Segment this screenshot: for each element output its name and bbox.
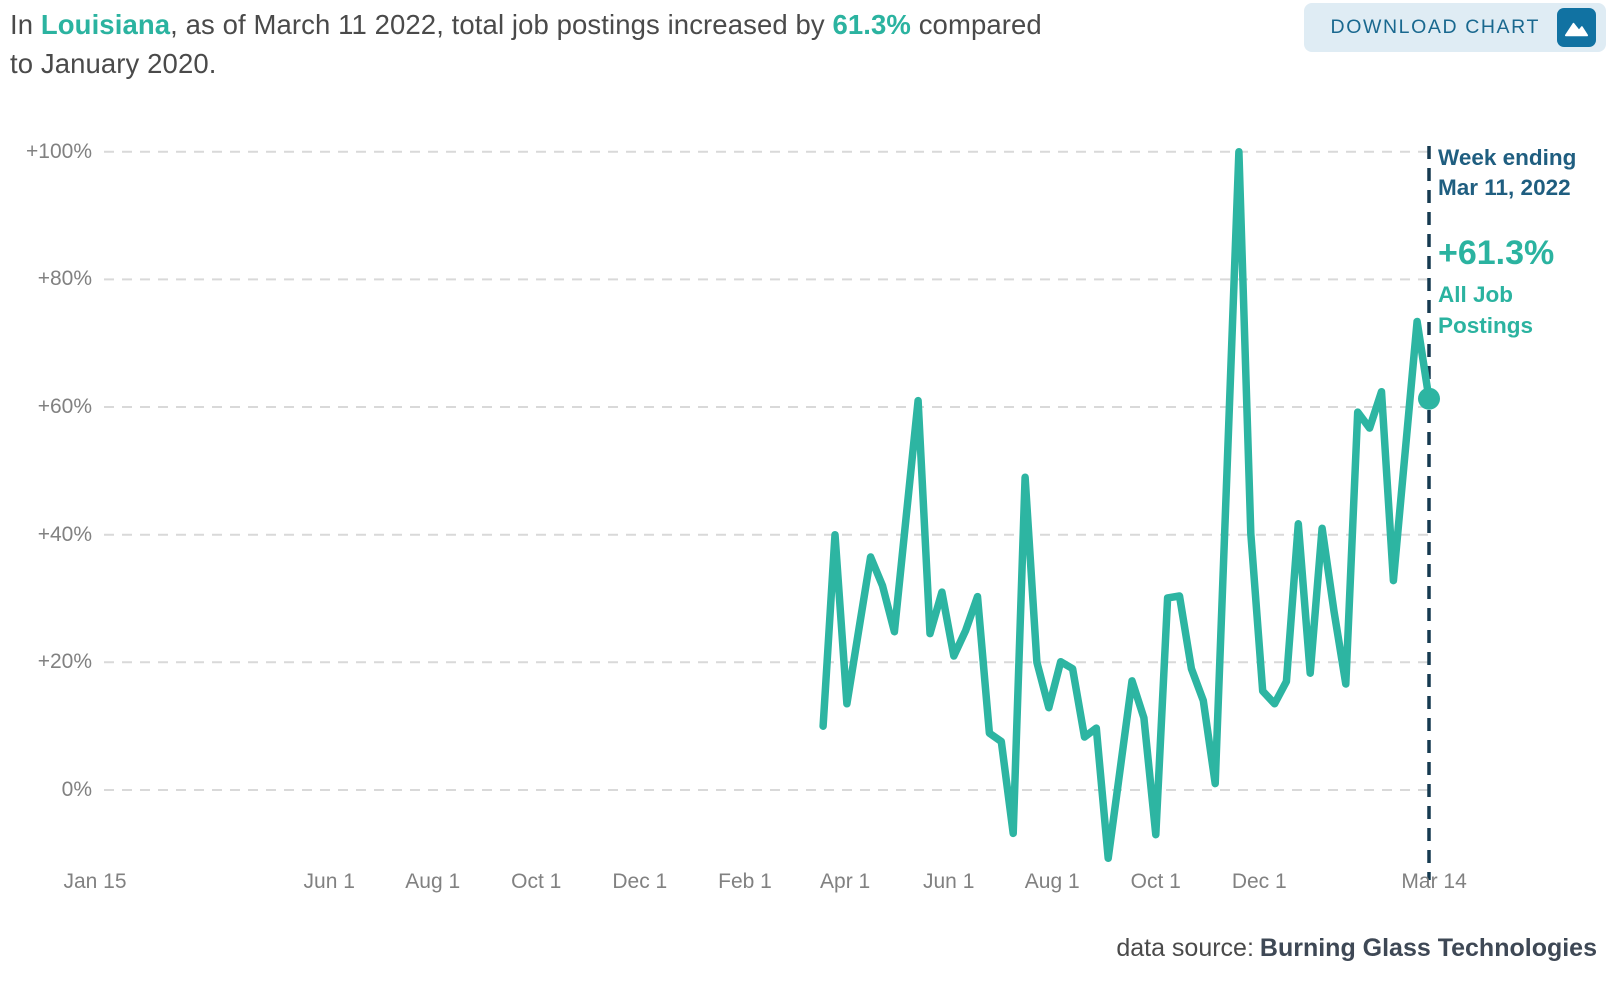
x-tick-label: Oct 1: [511, 870, 562, 893]
download-chart-label: DOWNLOAD CHART: [1330, 16, 1540, 38]
title-suffix-line2: to January 2020.: [10, 48, 217, 79]
latest-week-annotation: Week ending Mar 11, 2022 +61.3% All Job Po…: [1438, 143, 1576, 341]
x-tick-label: Oct 1: [1130, 870, 1181, 893]
data-source: data source: Burning Glass Technologies: [1116, 934, 1597, 963]
annotation-week-heading: Week ending Mar 11, 2022: [1438, 145, 1577, 200]
y-tick-label: +80%: [37, 267, 92, 291]
y-tick-label: +20%: [37, 650, 92, 674]
x-tick-label: Mar 142022: [1401, 870, 1467, 893]
image-icon: [1557, 8, 1596, 47]
x-tick-label: Dec 1: [612, 870, 668, 893]
y-tick-label: 0%: [61, 778, 92, 801]
title-prefix: In: [10, 9, 41, 40]
x-tick-label: Feb 12021: [718, 870, 772, 893]
x-tick-label: Apr 1: [820, 870, 871, 893]
x-tick-label: Aug 1: [1024, 870, 1080, 893]
y-tick-label: +60%: [37, 395, 92, 419]
title-percent-value: 61.3%: [832, 9, 911, 40]
page-title: In Louisiana, as of March 11 2022, total…: [10, 5, 1110, 83]
data-source-name: Burning Glass Technologies: [1259, 934, 1597, 962]
x-tick-label: Aug 1: [405, 870, 461, 893]
x-tick-label: Jan 152020: [63, 870, 127, 893]
download-chart-button[interactable]: DOWNLOAD CHART: [1303, 3, 1606, 52]
x-tick-label: Jun 1: [923, 870, 975, 893]
y-tick-label: +40%: [37, 522, 92, 546]
title-middle: , as of March 11 2022, total job posting…: [170, 9, 833, 40]
y-tick-label: +100%: [26, 139, 92, 163]
data-source-label: data source:: [1116, 934, 1254, 962]
annotation-series-label: All Job Postings: [1438, 282, 1534, 338]
x-tick-label: Dec 1: [1231, 870, 1287, 893]
annotation-percent-value: +61.3%: [1438, 234, 1555, 272]
x-tick-label: Jun 1: [303, 870, 355, 893]
title-suffix-line1: compared: [910, 9, 1042, 40]
title-state-name: Louisiana: [40, 9, 171, 40]
